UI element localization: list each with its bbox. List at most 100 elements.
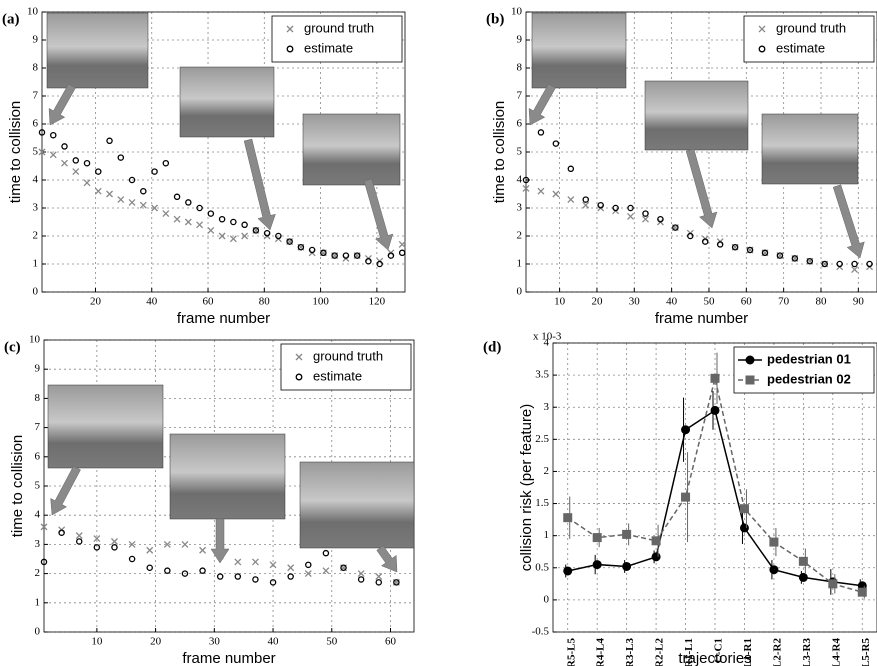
point xyxy=(308,246,316,254)
point xyxy=(567,165,575,173)
point xyxy=(769,565,779,575)
point-stroke xyxy=(627,212,635,220)
point xyxy=(398,240,406,248)
y-tick-label: 7 xyxy=(33,90,39,102)
y-tick-label: 9 xyxy=(517,34,523,46)
point xyxy=(269,579,277,586)
y-tick-label: 1 xyxy=(544,529,550,541)
inset-photo xyxy=(299,461,415,549)
arrow xyxy=(243,138,276,231)
point xyxy=(393,579,400,586)
series-line xyxy=(567,378,863,593)
y-axis-title: collision risk (per feature) xyxy=(518,404,535,572)
point xyxy=(592,560,602,570)
legend-marker xyxy=(295,373,303,381)
point-stroke xyxy=(94,187,102,195)
point-stroke xyxy=(93,535,101,543)
point-stroke xyxy=(83,179,91,187)
point xyxy=(297,243,305,251)
point xyxy=(340,564,347,572)
point xyxy=(552,140,560,147)
point-stroke xyxy=(642,215,649,223)
point xyxy=(353,252,361,259)
y-tick-label: 6 xyxy=(35,450,41,462)
point xyxy=(582,196,589,203)
x-axis-title: frame number xyxy=(182,650,275,666)
point xyxy=(230,218,237,226)
point-stroke xyxy=(40,523,48,531)
point xyxy=(128,540,136,548)
x-tick-label: 40 xyxy=(146,296,158,308)
point-stroke xyxy=(241,232,249,240)
point xyxy=(111,538,118,545)
point xyxy=(163,540,171,548)
x-tick-label: 50 xyxy=(326,636,338,648)
point-stroke xyxy=(75,532,83,540)
plot-frame xyxy=(552,342,877,633)
x-tick-label: 30 xyxy=(209,636,221,648)
x-tick-label: 100 xyxy=(312,296,329,308)
point-stroke xyxy=(322,567,330,575)
x-tick-label: 70 xyxy=(778,296,790,308)
legend-marker xyxy=(758,45,766,53)
point xyxy=(342,252,350,259)
point-stroke xyxy=(269,561,277,569)
y-tick-label: 10 xyxy=(511,6,523,18)
y-tick-label: 0 xyxy=(35,626,41,638)
y-tick-label: 7 xyxy=(517,90,523,102)
point-stroke xyxy=(375,573,383,580)
point xyxy=(357,576,365,583)
point xyxy=(651,536,661,546)
y-tick-label: 9 xyxy=(35,363,41,375)
legend-box xyxy=(733,346,875,394)
x-tick-label: R4-L4 xyxy=(595,638,607,666)
legend-marker xyxy=(745,355,755,365)
point xyxy=(769,537,779,547)
point xyxy=(93,544,101,551)
point xyxy=(128,555,136,563)
point-stroke xyxy=(251,558,259,566)
point-stroke xyxy=(184,218,192,226)
legend-marker xyxy=(286,45,294,53)
point-stroke xyxy=(128,540,136,548)
point xyxy=(72,168,80,176)
point xyxy=(207,210,215,217)
point xyxy=(162,210,170,218)
x-tick-label: 90 xyxy=(853,296,865,308)
x-tick-label: 40 xyxy=(268,636,280,648)
y-tick-label: 1.5 xyxy=(535,497,549,509)
point xyxy=(776,252,784,259)
point xyxy=(304,570,312,578)
point-stroke xyxy=(151,204,159,212)
legend-label: ground truth xyxy=(776,20,846,35)
y-tick-label: 9 xyxy=(33,34,39,46)
arrow xyxy=(210,518,230,564)
point xyxy=(229,235,237,243)
point xyxy=(612,204,619,212)
point xyxy=(146,546,154,554)
point xyxy=(251,558,259,566)
point xyxy=(218,215,226,223)
point-stroke xyxy=(173,215,181,223)
point-stroke xyxy=(304,570,312,578)
x-tick-label: 60 xyxy=(741,296,753,308)
x-tick-label: 80 xyxy=(815,296,827,308)
y-tick-label: 5 xyxy=(35,480,41,492)
y-tick-label: 8 xyxy=(35,392,41,404)
point xyxy=(582,201,590,209)
point xyxy=(739,523,749,533)
y-tick-label: 2 xyxy=(35,567,41,579)
point xyxy=(681,492,691,502)
inset-photo xyxy=(644,80,749,151)
y-tick-label: 2 xyxy=(33,230,39,242)
point xyxy=(710,405,720,415)
legend-box xyxy=(743,15,875,63)
y-tick-label: 10 xyxy=(27,6,39,18)
legend-marker xyxy=(745,375,755,385)
point-stroke xyxy=(117,196,125,204)
point xyxy=(567,196,575,204)
point-stroke xyxy=(146,546,154,554)
point xyxy=(146,564,153,572)
point xyxy=(563,513,573,523)
point xyxy=(622,529,632,539)
